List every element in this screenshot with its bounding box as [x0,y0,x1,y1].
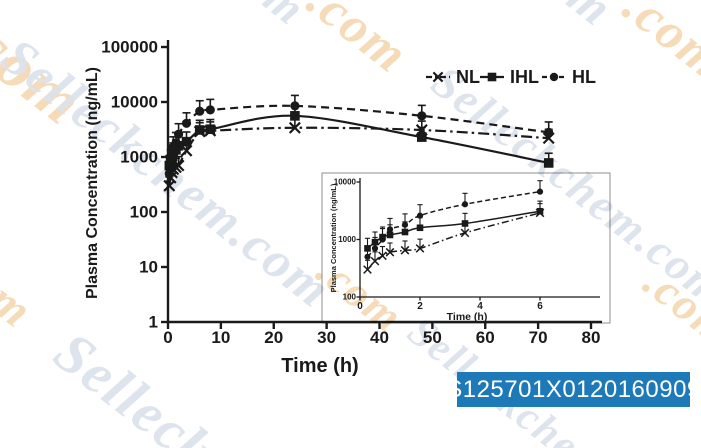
y-tick-label: 10 [139,258,158,277]
circle-marker-HL [167,152,177,162]
series-line-IHL [168,114,549,166]
legend-label-HL: HL [572,67,596,87]
x-tick-label: 2 [417,301,423,312]
main-plot-y-axis-title: Plasma Concentration (ng/mL) [84,67,101,299]
inset-plot: 0 2 4 6 100 1000 10000 Time (h) Plasma Concentra… [321,172,611,324]
circle-marker-HL [371,245,379,252]
x-tick-label: 40 [370,328,389,347]
square-marker-icon [487,72,497,82]
y-tick-label: 10000 [111,93,158,112]
circle-marker-HL [166,160,176,171]
x-tick-label: 6 [537,301,543,312]
x-marker-NL [370,256,380,266]
x-marker-NL [385,247,395,257]
series-line-NL [168,126,549,186]
legend-label-IHL: IHL [510,67,539,87]
square-marker-IHL [543,158,554,168]
y-tick-label: 1000 [338,235,356,244]
square-marker-IHL [386,231,394,239]
x-tick-label: 0 [357,301,363,312]
circle-marker-HL [181,118,192,128]
x-tick-label: 0 [163,328,172,347]
square-marker-IHL [461,220,469,227]
main-plot-x-axis-title: Time (h) [281,355,358,377]
circle-marker-HL [364,253,371,260]
square-marker-IHL [205,124,216,135]
legend-item-NL: NL [426,67,480,87]
legend-label-NL: NL [456,67,480,87]
x-marker-NL [172,159,185,172]
x-tick-label: 30 [317,328,336,347]
circle-marker-HL [417,111,427,121]
x-marker-NL [378,251,387,261]
circle-marker-HL [416,212,424,219]
x-tick-label: 10 [211,328,230,347]
y-tick-label: 100 [130,203,158,222]
square-marker-IHL [416,224,424,232]
x-marker-NL [288,121,301,134]
square-marker-IHL [401,228,409,236]
circle-marker-icon [549,72,559,82]
square-marker-IHL [290,111,300,121]
product-code-badge: S125701X0120160909 [446,372,700,407]
x-marker-icon [432,71,444,83]
y-tick-label: 10000 [334,178,357,187]
circle-marker-HL [205,105,215,115]
y-tick-label: 1000 [120,148,158,167]
circle-marker-HL [401,221,409,228]
square-marker-IHL [417,132,427,142]
square-marker-IHL [194,125,205,135]
product-code-text: S125701X0120160909 [446,375,701,403]
x-marker-NL [460,228,470,238]
circle-marker-HL [379,236,386,243]
x-tick-label: 80 [582,328,601,347]
x-tick-label: 70 [529,328,548,347]
inset-plot-x-axis-title: Time (h) [447,311,488,323]
x-tick-label: 50 [423,328,442,347]
circle-marker-HL [544,127,554,138]
series-line-HL [168,104,549,174]
inset-plot-y-axis-title: Plasma Concentration (ng/mL) [329,183,338,292]
x-marker-NL [415,244,425,253]
circle-marker-HL [290,101,300,111]
circle-marker-HL [195,106,205,116]
y-tick-label: 100 [343,293,357,302]
x-tick-label: 60 [476,328,495,347]
circle-marker-HL [171,138,181,148]
circle-marker-HL [536,188,544,195]
x-tick-label: 20 [264,328,283,347]
circle-marker-HL [164,168,174,179]
y-tick-label: 1 [149,313,158,332]
x-marker-NL [180,144,193,157]
x-tick-label: 4 [477,301,483,312]
square-marker-IHL [536,207,544,215]
circle-marker-HL [386,226,394,233]
x-marker-NL [163,179,176,192]
legend-item-HL: HL [542,67,596,87]
circle-marker-HL [461,201,469,208]
main-plot: 0 10 20 30 40 50 60 70 80110100100010000100000Ti… [84,38,602,377]
square-marker-IHL [181,136,192,147]
legend-item-IHL: IHL [480,67,539,87]
x-marker-NL [400,245,410,255]
circle-marker-HL [173,129,184,139]
y-tick-label: 100000 [101,38,158,57]
x-marker-NL [363,265,372,274]
